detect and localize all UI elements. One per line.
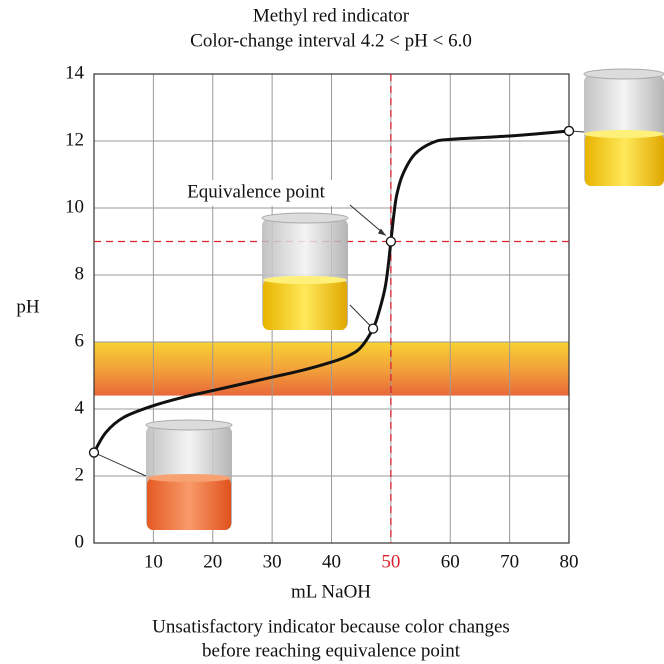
beaker [145,419,233,530]
point-marker [563,125,575,137]
y-tick-label: 10 [65,196,84,217]
caption: Unsatisfactory indicator because color c… [152,616,510,637]
y-tick-label: 12 [65,129,84,150]
point-marker [385,236,397,247]
y-axis-label: pH [16,296,40,317]
annotation-arrowhead [377,228,386,236]
x-tick-label: 10 [144,551,163,572]
point-marker [367,323,379,334]
x-tick-label: 20 [203,551,222,572]
leader-line [93,452,147,477]
beaker [261,212,349,330]
leader-line [349,304,374,329]
annotation-bg [158,180,354,206]
y-tick-label: 14 [65,62,85,83]
x-tick-label: 60 [441,551,460,572]
beaker [583,68,664,186]
x-tick-label: 50 [381,551,400,572]
chart-subtitle: Color-change interval 4.2 < pH < 6.0 [190,30,472,51]
y-tick-label: 6 [75,330,85,351]
marker-layer: Equivalence point [88,125,575,458]
chart-title: Methyl red indicator [253,5,410,26]
x-tick-label: 80 [560,551,579,572]
plot-frame [93,73,570,544]
y-tick-label: 4 [75,397,85,418]
x-axis-label: mL NaOH [291,581,371,602]
x-tick-label: 30 [263,551,282,572]
y-tick-label: 2 [75,464,85,485]
point-marker [88,447,100,458]
x-tick-label: 40 [322,551,341,572]
y-tick-label: 0 [75,531,85,552]
caption: before reaching equivalence point [202,640,461,661]
annotation: Equivalence point [187,181,325,202]
x-tick-label: 70 [500,551,519,572]
y-tick-label: 8 [75,263,85,284]
